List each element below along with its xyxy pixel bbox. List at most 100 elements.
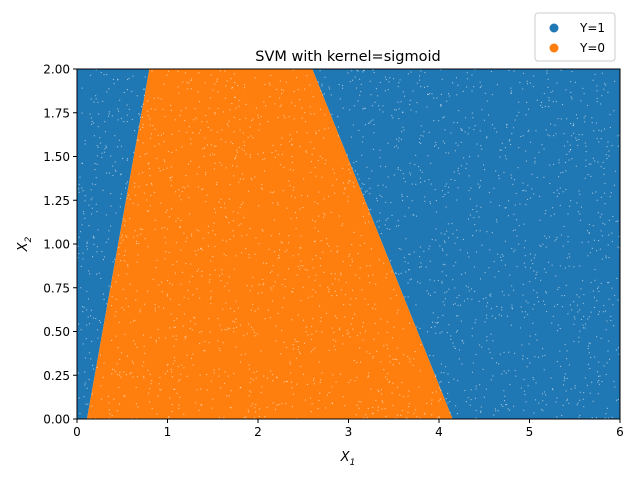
point-gap — [112, 261, 114, 263]
point-gap — [272, 402, 274, 404]
point-gap — [319, 155, 321, 157]
point-gap — [573, 316, 575, 318]
point-gap — [407, 262, 409, 264]
point-gap — [318, 191, 320, 193]
point-gap — [423, 250, 425, 252]
point-gap — [429, 279, 431, 281]
point-gap — [324, 76, 326, 78]
point-gap — [114, 315, 116, 317]
point-gap — [596, 101, 598, 103]
point-gap — [498, 270, 500, 272]
point-gap — [352, 182, 354, 184]
point-gap — [576, 404, 578, 406]
point-gap — [206, 194, 208, 196]
point-gap — [393, 174, 395, 176]
point-gap — [96, 366, 98, 368]
point-gap — [452, 279, 454, 281]
point-gap — [398, 137, 400, 139]
point-gap — [492, 340, 494, 342]
point-gap — [458, 358, 460, 360]
point-gap — [607, 141, 609, 143]
point-gap — [597, 381, 599, 383]
point-gap — [128, 77, 130, 79]
point-gap — [158, 167, 160, 169]
point-gap — [408, 207, 410, 209]
point-gap — [82, 190, 84, 192]
point-gap — [587, 174, 589, 176]
point-gap — [420, 86, 422, 88]
point-gap — [84, 200, 86, 202]
point-gap — [384, 76, 386, 78]
point-gap — [90, 98, 92, 100]
point-gap — [549, 164, 551, 166]
point-gap — [192, 353, 194, 355]
point-gap — [292, 291, 294, 293]
point-gap — [479, 130, 481, 132]
point-gap — [79, 176, 81, 178]
point-gap — [176, 392, 178, 394]
point-gap — [387, 217, 389, 219]
point-gap — [240, 361, 242, 363]
point-gap — [142, 103, 144, 105]
point-gap — [567, 241, 569, 243]
point-gap — [553, 163, 555, 165]
point-gap — [371, 170, 373, 172]
point-gap — [544, 354, 546, 356]
point-gap — [211, 153, 213, 155]
point-gap — [344, 188, 346, 190]
point-gap — [84, 140, 86, 142]
point-gap — [504, 264, 506, 266]
point-gap — [84, 217, 86, 219]
point-gap — [589, 343, 591, 345]
point-gap — [225, 215, 227, 217]
point-gap — [618, 247, 620, 249]
point-gap — [544, 105, 546, 107]
point-gap — [182, 325, 184, 327]
point-gap — [139, 309, 141, 311]
point-gap — [294, 197, 296, 199]
point-gap — [351, 258, 353, 260]
point-gap — [114, 258, 116, 260]
point-gap — [372, 148, 374, 150]
point-gap — [307, 195, 309, 197]
point-gap — [170, 177, 172, 179]
point-gap — [429, 93, 431, 95]
point-gap — [439, 332, 441, 334]
point-gap — [611, 240, 613, 242]
point-gap — [173, 345, 175, 347]
point-gap — [575, 114, 577, 116]
point-gap — [384, 408, 386, 410]
point-gap — [154, 145, 156, 147]
point-gap — [547, 86, 549, 88]
point-gap — [486, 137, 488, 139]
point-gap — [104, 131, 106, 133]
point-gap — [300, 365, 302, 367]
x-tick-label: 5 — [526, 425, 534, 439]
point-gap — [190, 78, 192, 80]
point-gap — [114, 161, 116, 163]
point-gap — [416, 102, 418, 104]
point-gap — [141, 106, 143, 108]
point-gap — [432, 355, 434, 357]
point-gap — [494, 127, 496, 129]
point-gap — [321, 331, 323, 333]
point-gap — [493, 414, 495, 416]
point-gap — [281, 153, 283, 155]
point-gap — [158, 143, 160, 145]
point-gap — [460, 304, 462, 306]
point-gap — [163, 307, 165, 309]
point-gap — [214, 112, 216, 114]
point-gap — [289, 140, 291, 142]
point-gap — [194, 250, 196, 252]
point-gap — [108, 172, 110, 174]
point-gap — [125, 235, 127, 237]
point-gap — [461, 340, 463, 342]
point-gap — [105, 241, 107, 243]
point-gap — [228, 290, 230, 292]
point-gap — [321, 157, 323, 159]
point-gap — [298, 351, 300, 353]
point-gap — [599, 216, 601, 218]
legend-label-y0: Y=0 — [579, 41, 605, 55]
point-gap — [426, 290, 428, 292]
